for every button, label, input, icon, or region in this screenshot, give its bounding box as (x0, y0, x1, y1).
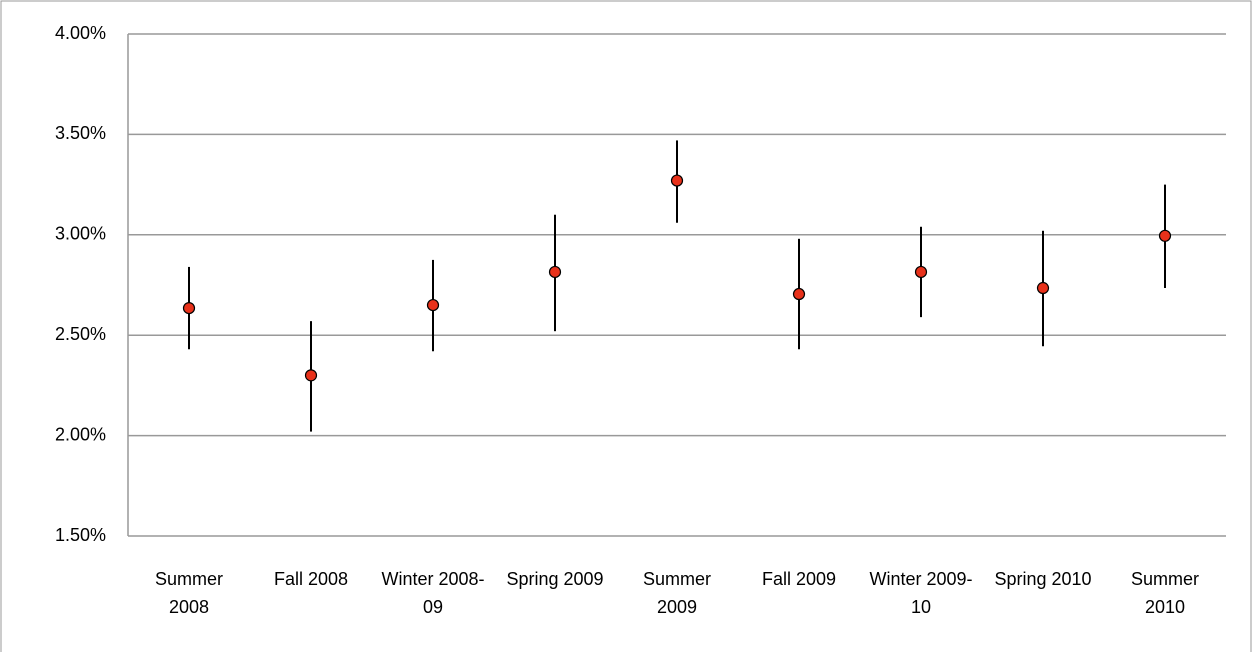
point (426, 298, 440, 312)
x-tick-label: Winter 2009-10 (869, 569, 973, 617)
point (182, 301, 196, 315)
point (1036, 281, 1050, 295)
point (548, 265, 562, 279)
x-tick-label: Summer 2008 (154, 569, 223, 617)
y-tick-label: 4.00% (55, 23, 106, 43)
x-tick-label: Fall 2008 (273, 569, 349, 589)
y-tick-label: 2.00% (55, 424, 106, 444)
x-tick-label: Fall 2009 (761, 569, 837, 589)
point (670, 174, 684, 187)
x-tick-label: Summer 2009 (642, 569, 711, 617)
x-tick-label: Spring 2009 (506, 569, 604, 589)
point (1158, 229, 1172, 242)
point (792, 287, 806, 301)
x-tick-label: Summer 2010 (1130, 569, 1199, 617)
point (914, 265, 928, 279)
y-tick-label: 2.50% (55, 324, 106, 344)
x-tick-label: Winter 2008-09 (381, 569, 485, 617)
y-tick-label: 1.50% (55, 525, 106, 545)
y-tick-label: 3.00% (55, 224, 106, 244)
x-tick-label: Spring 2010 (994, 569, 1092, 589)
point (304, 369, 318, 382)
y-tick-label: 3.50% (55, 123, 106, 143)
